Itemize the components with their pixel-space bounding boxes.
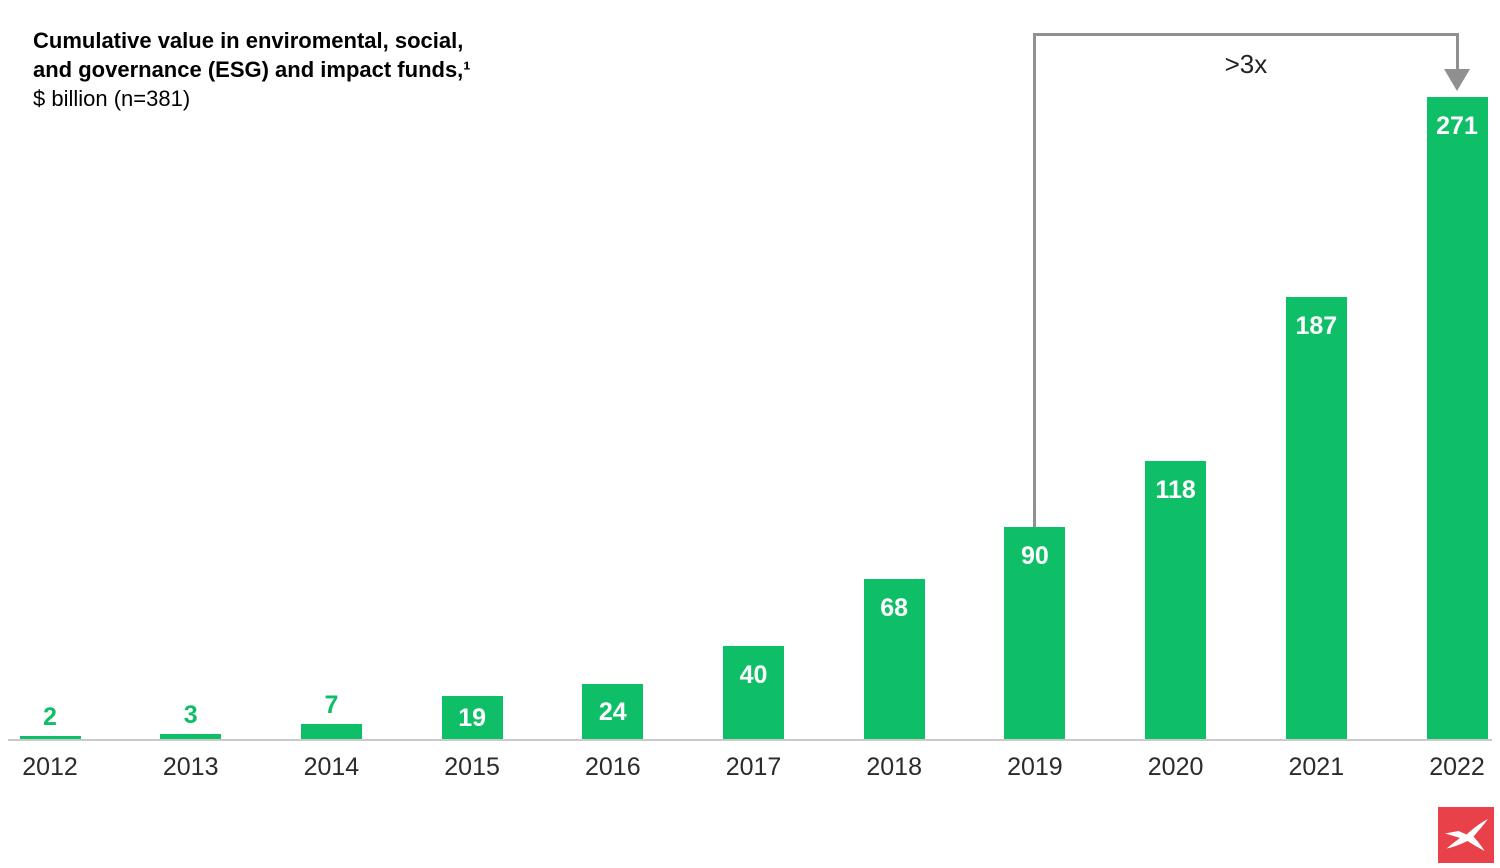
x-axis-label-2022: 2022 (1429, 753, 1485, 781)
x-axis-label-2019: 2019 (1007, 753, 1063, 781)
bar-2019 (1004, 527, 1066, 741)
bar-value-label-2015: 19 (458, 704, 486, 733)
x-axis-label-2018: 2018 (866, 753, 922, 781)
bar-2013 (160, 733, 222, 741)
x-axis-label-2016: 2016 (584, 753, 641, 781)
chart-title-line-1: Cumulative value in enviromental, social… (33, 28, 464, 53)
bar-2022 (1426, 97, 1488, 741)
x-axis-label-2015: 2015 (444, 753, 500, 781)
bar-2017 (723, 645, 784, 741)
xtb-logo (1438, 807, 1494, 863)
x-axis-label-2012: 2012 (22, 753, 78, 781)
bar-2021 (1285, 296, 1347, 741)
bracket-left-line (1033, 33, 1037, 528)
bar-2012 (19, 736, 81, 741)
x-axis-label-2020: 2020 (1147, 753, 1204, 781)
x-axis-line (8, 739, 1492, 741)
bar-value-label-2020: 118 (1155, 475, 1196, 504)
bar-value-label-2017: 40 (739, 660, 768, 689)
bar-2018 (863, 579, 925, 741)
x-axis-label-2017: 2017 (725, 753, 782, 781)
logo-bird-mark (1445, 819, 1488, 851)
bar-2015 (441, 695, 503, 741)
bar-2016 (582, 683, 644, 741)
bar-value-label-2021: 187 (1295, 311, 1338, 340)
chart-title: Cumulative value in enviromental, social… (33, 26, 471, 113)
bar-value-label-2014: 7 (324, 691, 339, 720)
x-axis-label-2013: 2013 (162, 753, 219, 781)
bar-value-label-2019: 90 (1020, 542, 1049, 571)
bar-2014 (300, 724, 362, 741)
bracket-right-line (1455, 33, 1459, 70)
bar-value-label-2016: 24 (598, 698, 627, 727)
chart-subtitle: $ billion (n=381) (33, 86, 191, 111)
bar-2020 (1145, 460, 1207, 741)
bar-value-label-2012: 2 (43, 703, 57, 732)
growth-multiplier-label: >3x (1224, 49, 1268, 79)
bar-value-label-2013: 3 (183, 700, 198, 729)
chart-title-line-2: and governance (ESG) and impact funds,¹ (33, 57, 471, 82)
growth-arrowhead-icon (1444, 69, 1470, 92)
bracket-top-line (1033, 33, 1459, 36)
x-axis-label-2021: 2021 (1288, 753, 1345, 781)
x-axis-label-2014: 2014 (303, 753, 360, 781)
bar-value-label-2022: 271 (1436, 112, 1478, 141)
bar-value-label-2018: 68 (880, 594, 909, 623)
